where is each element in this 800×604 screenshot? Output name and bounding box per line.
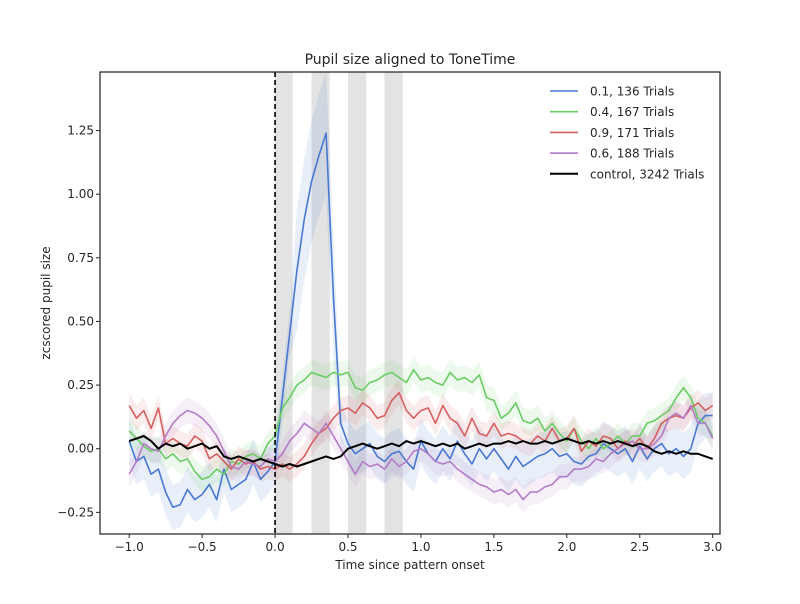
series-line-2 [128,391,714,470]
legend-label: 0.1, 136 Trials [590,85,674,99]
error-band-2 [129,380,713,482]
y-axis-label: zcscored pupil size [39,246,53,359]
y-tick-label: 0.00 [67,442,94,456]
x-tick-label: −0.5 [188,540,217,554]
x-tick-label: 2.0 [557,540,576,554]
x-tick-label: 0.5 [338,540,357,554]
error-band-0 [129,72,713,531]
y-axis-ticks: −0.25 0.00 0.25 0.50 0.75 1.00 1.25 [57,124,100,519]
legend-label: 0.4, 167 Trials [590,105,674,119]
x-tick-label: 2.5 [630,540,649,554]
shaded-span-2 [348,72,367,534]
error-band-1 [129,357,713,492]
error-band-3 [129,392,713,513]
error-bands [129,72,713,531]
y-tick-label: 0.50 [67,314,94,328]
x-tick-label: 1.0 [411,540,430,554]
y-tick-label: −0.25 [57,505,94,519]
y-tick-label: 1.00 [67,187,94,201]
shaded-span-3 [384,72,403,534]
plot-frame [99,71,721,535]
series-line-1 [128,368,714,481]
series-line-4 [128,435,714,468]
shaded-span-1 [311,72,330,534]
x-tick-label: 1.5 [484,540,503,554]
chart-title: Pupil size aligned to ToneTime [305,52,516,68]
x-tick-label: 0.0 [266,540,285,554]
x-axis-ticks: −1.0 −0.5 0.0 0.5 1.0 1.5 2.0 2.5 3.0 [115,534,722,554]
legend: 0.1, 136 Trials 0.4, 167 Trials 0.9, 171 T… [550,85,704,181]
legend-label: 0.6, 188 Trials [590,147,674,161]
x-tick-label: 3.0 [703,540,722,554]
legend-label: control, 3242 Trials [590,167,704,181]
y-tick-label: 0.75 [67,251,94,265]
y-tick-label: 1.25 [67,124,94,138]
y-tick-label: 0.25 [67,378,94,392]
legend-label: 0.9, 171 Trials [590,126,674,140]
series-lines [128,132,714,509]
x-tick-label: −1.0 [115,540,144,554]
x-axis-label: Time since pattern onset [334,558,485,572]
